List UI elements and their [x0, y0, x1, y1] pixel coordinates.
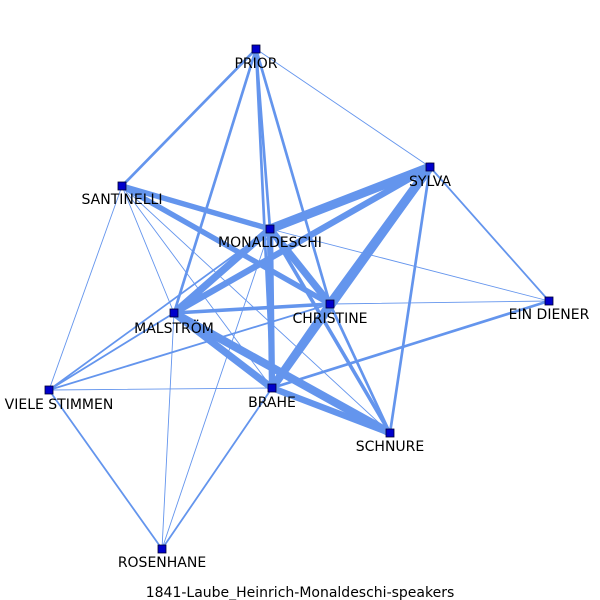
edge-christine-ein-diener [329, 300, 550, 305]
node-santinelli [117, 181, 127, 191]
node-label-santinelli: SANTINELLI [82, 192, 163, 208]
edge-sylva-schnure [388, 165, 432, 435]
node-brahe [267, 383, 277, 393]
edge-christine-viele-stimmen [48, 303, 331, 391]
node-sylva [425, 162, 435, 172]
node-ein-diener [544, 296, 554, 306]
edge-monaldeschi-christine [266, 225, 334, 308]
node-viele-stimmen [44, 385, 54, 395]
node-rosenhane [157, 544, 167, 554]
edge-monaldeschi-ein-diener [269, 228, 550, 302]
edge-malstrom-viele-stimmen [48, 312, 175, 391]
edge-christine-brahe [267, 299, 335, 393]
edge-viele-stimmen-rosenhane [48, 389, 163, 550]
node-label-viele-stimmen: VIELE STIMMEN [5, 397, 114, 413]
node-label-malstrom: MALSTRÖM [134, 319, 214, 337]
edge-prior-sylva [255, 48, 431, 168]
node-schnure [385, 428, 395, 438]
edge-prior-christine [254, 47, 332, 306]
nodes-layer [44, 44, 554, 554]
edge-sylva-monaldeschi [265, 162, 435, 234]
edge-malstrom-christine [172, 302, 332, 315]
node-malstrom [169, 308, 179, 318]
edge-prior-malstrom [172, 47, 258, 315]
labels-layer: PRIOR SYLVA SANTINELLI MONALDESCHI CHRISTINE… [5, 56, 590, 571]
edge-santinelli-christine [119, 183, 333, 307]
graph-caption: 1841-Laube_Heinrich-Monaldeschi-speakers [146, 585, 455, 600]
node-label-monaldeschi: MONALDESCHI [218, 235, 322, 251]
edge-brahe-rosenhane [161, 387, 273, 550]
edge-prior-santinelli [120, 47, 258, 188]
edge-sylva-ein-diener [429, 166, 550, 302]
node-label-ein-diener: EIN DIENER [509, 307, 590, 323]
node-label-rosenhane: ROSENHANE [118, 555, 206, 571]
node-monaldeschi [265, 224, 275, 234]
node-label-schnure: SCHNURE [356, 439, 424, 455]
node-label-christine: CHRISTINE [292, 311, 367, 327]
edges-layer [48, 47, 551, 550]
edge-monaldeschi-rosenhane [161, 228, 271, 550]
edge-brahe-schnure [268, 384, 394, 437]
edge-santinelli-malstrom [121, 185, 175, 314]
node-christine [325, 299, 335, 309]
edge-monaldeschi-schnure [268, 227, 392, 435]
edge-santinelli-viele-stimmen [48, 185, 123, 391]
edge-sylva-malstrom [170, 163, 434, 317]
edge-malstrom-rosenhane [161, 312, 175, 550]
edge-monaldeschi-viele-stimmen [48, 228, 271, 391]
node-label-prior: PRIOR [234, 56, 277, 72]
node-label-brahe: BRAHE [248, 395, 296, 411]
edge-brahe-ein-diener [270, 299, 551, 390]
edge-brahe-viele-stimmen [48, 387, 273, 391]
node-label-sylva: SYLVA [409, 174, 451, 190]
edge-monaldeschi-malstrom [170, 225, 274, 317]
node-prior [251, 44, 261, 54]
edge-christine-schnure [328, 302, 392, 435]
edge-santinelli-monaldeschi [119, 183, 273, 232]
